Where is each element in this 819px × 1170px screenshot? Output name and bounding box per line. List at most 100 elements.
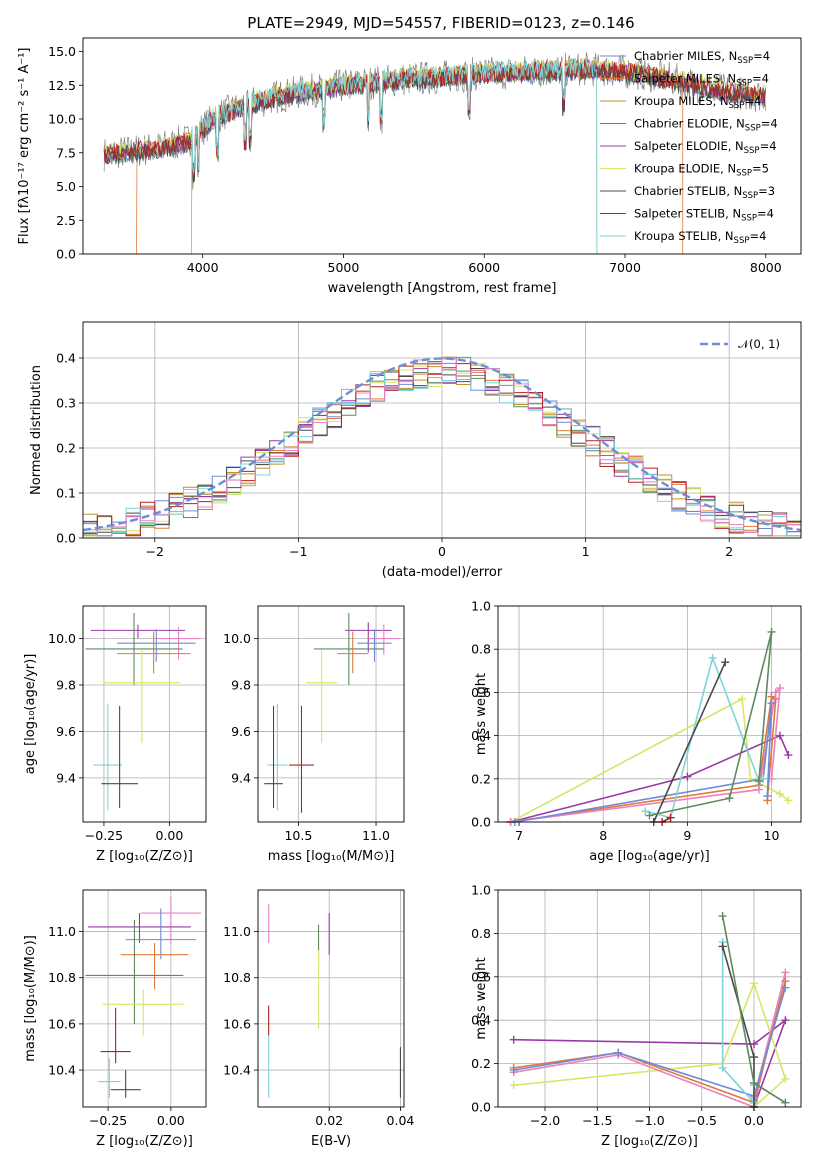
x-axis-label: (data-model)/error (382, 565, 503, 580)
weight-marker (784, 796, 793, 805)
residuals-panel: −2 −1 0 1 2 0.0 0.1 0.2 0.3 0.4 (data-model)/error… (29, 321, 802, 580)
legend-label: Kroupa STELIB, NSSP=4 (634, 229, 766, 246)
y-axis-label: Flux [fλ10⁻¹⁷ erg cm⁻² s⁻¹ A⁻¹] (17, 48, 32, 245)
weight-marker (749, 1040, 758, 1049)
x-tick-label: 8000 (750, 260, 782, 275)
x-tick-label: 0 (438, 544, 446, 559)
weight-marker (784, 751, 793, 760)
x-tick-label: 1 (582, 544, 590, 559)
x-axis-label: mass [log₁₀(M/M⊙)] (268, 849, 395, 864)
x-tick-label: −2 (146, 544, 164, 559)
y-tick-label: 0.3 (56, 396, 76, 411)
plot-frame (257, 605, 405, 823)
x-tick-label: 0.00 (157, 1113, 185, 1128)
weight-line (510, 734, 790, 823)
legend: Chabrier MILES, NSSP=4 Salpeter MILES, NS… (600, 49, 778, 246)
normal-curve (82, 357, 802, 532)
y-tick-label: 9.4 (56, 770, 76, 785)
y-tick-label: 10.0 (223, 631, 251, 646)
weight-marker (749, 1053, 758, 1062)
y-tick-label: 7.5 (56, 145, 76, 160)
x-tick-label: 0.0 (744, 1113, 764, 1128)
weight-marker (749, 979, 758, 988)
weight-marker (509, 1081, 518, 1090)
y-tick-label: 0.8 (471, 926, 491, 941)
x-tick-label: −0.5 (687, 1113, 717, 1128)
y-tick-label: 0.2 (471, 771, 491, 786)
x-tick-label: 7000 (609, 260, 641, 275)
weight-marker (775, 731, 784, 740)
y-tick-label: 0.0 (56, 531, 76, 546)
x-axis-label: wavelength [Angstrom, rest frame] (328, 281, 557, 296)
y-tick-label: 9.6 (231, 724, 251, 739)
y-tick-label: 9.8 (231, 677, 251, 692)
weight-line (514, 703, 773, 823)
x-tick-label: 2 (725, 544, 733, 559)
x-tick-label: 0.04 (387, 1113, 415, 1128)
weight-marker (718, 912, 727, 921)
x-tick-label: 8 (599, 828, 607, 843)
y-tick-label: 0.6 (471, 685, 491, 700)
x-tick-label: −1 (289, 544, 307, 559)
weight-marker (754, 785, 763, 794)
y-tick-label: 0.4 (471, 1013, 491, 1028)
weight-marker (759, 774, 768, 783)
y-axis-label: mass weight (474, 957, 489, 1039)
model-line-kroupa-stelib (191, 58, 598, 254)
y-tick-label: 0.4 (471, 728, 491, 743)
weight-marker (614, 1048, 623, 1057)
weight-marker (683, 772, 692, 781)
legend-label: Salpeter STELIB, NSSP=4 (634, 207, 774, 224)
y-tick-label: 9.6 (56, 724, 76, 739)
y-tick-label: 11.0 (223, 924, 251, 939)
spectrum-panel: 4000 5000 6000 7000 8000 0.0 2.5 5.0 7.5 10.0 12.5… (17, 37, 802, 296)
weight-marker (767, 699, 776, 708)
figure-title: PLATE=2949, MJD=54557, FIBERID=0123, z=0… (247, 14, 634, 32)
y-tick-label: 9.4 (231, 770, 251, 785)
x-tick-label: −0.25 (89, 1113, 127, 1128)
y-axis-label: mass [log₁₀(M/M⊙)] (23, 935, 38, 1062)
legend-label: Chabrier ELODIE, NSSP=4 (634, 117, 778, 134)
legend-label: Chabrier MILES, NSSP=4 (634, 49, 770, 66)
legend-label: Kroupa ELODIE, NSSP=5 (634, 162, 769, 179)
weight-marker (767, 627, 776, 636)
weight-marker (666, 813, 675, 822)
x-axis-label: age [log₁₀(age/yr)] (589, 849, 710, 864)
y-tick-label: 0.2 (471, 1056, 491, 1071)
x-tick-label: 5000 (328, 260, 360, 275)
y-tick-label: 10.4 (223, 1063, 251, 1078)
spectrum-lines (103, 52, 766, 254)
x-tick-label: 9 (683, 828, 691, 843)
y-tick-label: 11.0 (48, 924, 76, 939)
plot-frame (497, 605, 802, 823)
y-tick-label: 10.8 (223, 970, 251, 985)
x-axis-label: E(B-V) (311, 1134, 351, 1149)
weight-marker (718, 1063, 727, 1072)
y-tick-label: 12.5 (48, 78, 76, 93)
weight-marker (725, 794, 734, 803)
weight-marker (749, 1079, 758, 1088)
weight-marker (641, 807, 650, 816)
y-tick-label: 10.6 (223, 1016, 251, 1031)
y-tick-label: 1.0 (471, 599, 491, 614)
model-line-chabrier-stelib (103, 61, 766, 183)
weight-marker (718, 942, 727, 951)
y-tick-label: 0.2 (56, 441, 76, 456)
plot-frame (82, 37, 802, 255)
x-tick-label: 4000 (187, 260, 219, 275)
weight-line (721, 946, 755, 1107)
y-tick-label: 0.0 (471, 1100, 491, 1115)
y-axis-label: Normed distribution (29, 365, 44, 495)
weight-marker (775, 789, 784, 798)
histogram-pink (83, 358, 801, 536)
weight-line (510, 695, 777, 823)
weight-marker (775, 684, 784, 693)
x-tick-label: 0.00 (155, 828, 183, 843)
x-tick-label: −0.25 (85, 828, 123, 843)
y-tick-label: 10.6 (48, 1016, 76, 1031)
weight-marker (763, 792, 772, 801)
x-tick-label: −1.0 (634, 1113, 664, 1128)
legend-label: Salpeter MILES, NSSP=4 (634, 72, 769, 89)
y-tick-label: 15.0 (48, 44, 76, 59)
